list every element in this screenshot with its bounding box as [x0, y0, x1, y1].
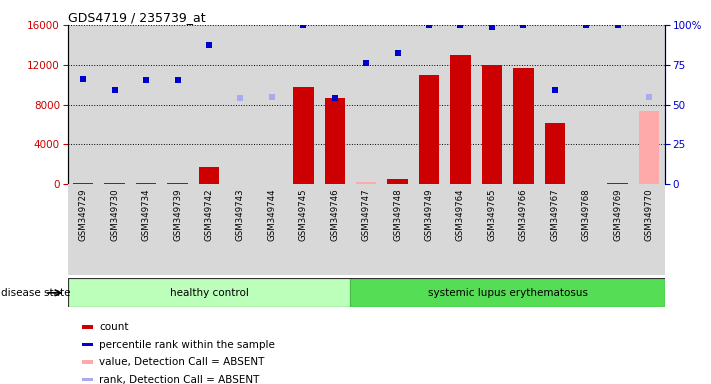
Bar	[162, 184, 193, 275]
Text: GSM349730: GSM349730	[110, 189, 119, 242]
Text: GSM349739: GSM349739	[173, 189, 182, 241]
Bar	[130, 184, 162, 275]
Bar	[293, 87, 314, 184]
Bar	[419, 75, 439, 184]
Bar	[82, 361, 93, 364]
Text: GSM349729: GSM349729	[79, 189, 87, 241]
Bar	[387, 179, 408, 184]
Bar	[136, 183, 156, 184]
Text: GSM349742: GSM349742	[205, 189, 213, 242]
Text: GSM349770: GSM349770	[645, 189, 653, 242]
Text: percentile rank within the sample: percentile rank within the sample	[100, 339, 275, 349]
Text: GSM349765: GSM349765	[488, 189, 496, 242]
Bar	[193, 184, 225, 275]
Bar	[68, 184, 99, 275]
Bar	[508, 184, 539, 275]
Bar	[68, 25, 99, 184]
Bar	[634, 184, 665, 275]
Bar	[607, 183, 628, 184]
Bar	[382, 184, 413, 275]
Bar	[167, 183, 188, 184]
Text: GSM349745: GSM349745	[299, 189, 308, 242]
Text: GSM349766: GSM349766	[519, 189, 528, 242]
Bar	[199, 167, 219, 184]
Bar	[602, 184, 634, 275]
Text: rank, Detection Call = ABSENT: rank, Detection Call = ABSENT	[100, 375, 260, 384]
Bar	[73, 183, 93, 184]
Bar	[256, 25, 287, 184]
Bar	[193, 25, 225, 184]
Bar	[105, 183, 125, 184]
Bar	[634, 25, 665, 184]
Bar	[256, 184, 287, 275]
Bar	[476, 184, 508, 275]
Text: value, Detection Call = ABSENT: value, Detection Call = ABSENT	[100, 357, 264, 367]
Bar	[413, 25, 445, 184]
Bar	[324, 98, 345, 184]
Bar	[539, 25, 570, 184]
Bar	[287, 184, 319, 275]
Bar	[351, 25, 382, 184]
Text: count: count	[100, 322, 129, 332]
Bar	[99, 184, 130, 275]
Text: GSM349748: GSM349748	[393, 189, 402, 242]
Bar	[450, 55, 471, 184]
Text: GSM349744: GSM349744	[267, 189, 277, 242]
Bar	[162, 25, 193, 184]
Bar	[508, 25, 539, 184]
Bar	[82, 343, 93, 346]
Bar	[513, 68, 533, 184]
Text: systemic lupus erythematosus: systemic lupus erythematosus	[427, 288, 587, 298]
Bar	[319, 25, 351, 184]
Bar	[356, 182, 376, 184]
Text: GDS4719 / 235739_at: GDS4719 / 235739_at	[68, 11, 205, 24]
Text: healthy control: healthy control	[169, 288, 248, 298]
Bar	[351, 278, 665, 307]
Bar	[130, 25, 162, 184]
Bar	[539, 184, 570, 275]
Text: GSM349734: GSM349734	[141, 189, 151, 242]
Bar	[68, 278, 351, 307]
Bar	[476, 25, 508, 184]
Text: GSM349746: GSM349746	[330, 189, 339, 242]
Bar	[319, 184, 351, 275]
Bar	[481, 65, 502, 184]
Bar	[545, 122, 565, 184]
Bar	[225, 184, 256, 275]
Bar	[351, 184, 382, 275]
Bar	[639, 111, 659, 184]
Text: GSM349764: GSM349764	[456, 189, 465, 242]
Text: GSM349768: GSM349768	[582, 189, 591, 242]
Text: disease state: disease state	[1, 288, 71, 298]
Bar	[382, 25, 413, 184]
Text: GSM349769: GSM349769	[613, 189, 622, 241]
Bar	[445, 184, 476, 275]
Text: GSM349747: GSM349747	[362, 189, 370, 242]
Bar	[82, 378, 93, 381]
Text: GSM349767: GSM349767	[550, 189, 560, 242]
Bar	[287, 25, 319, 184]
Bar	[413, 184, 445, 275]
Bar	[225, 25, 256, 184]
Bar	[82, 326, 93, 329]
Bar	[445, 25, 476, 184]
Bar	[99, 25, 130, 184]
Text: GSM349743: GSM349743	[236, 189, 245, 242]
Bar	[570, 184, 602, 275]
Bar	[602, 25, 634, 184]
Text: GSM349749: GSM349749	[424, 189, 434, 241]
Bar	[570, 25, 602, 184]
